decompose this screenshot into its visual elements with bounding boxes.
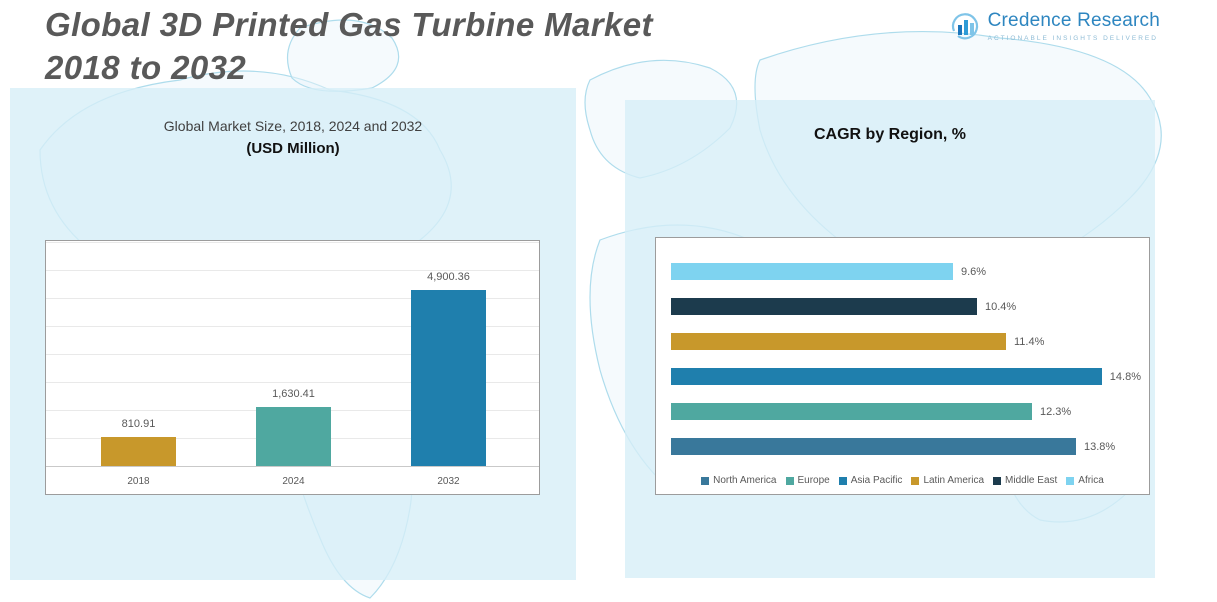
market-size-plot-area: 810.91 1,630.41 4,900.36 [46, 241, 539, 467]
legend-item-north-america: North America [701, 475, 777, 486]
cagr-chart-title: CAGR by Region, % [813, 126, 966, 143]
cagr-value-europe: 12.3% [1040, 405, 1072, 418]
cagr-value-middle-east: 10.4% [985, 300, 1017, 313]
legend-swatch-africa [1066, 476, 1075, 485]
cagr-row-africa: 9.6% [671, 254, 1141, 289]
cagr-bar-africa [671, 263, 953, 280]
x-axis-label-2018: 2018 [127, 476, 150, 487]
legend-swatch-latin-america [911, 476, 920, 485]
cagr-bar-asia-pacific [671, 368, 1102, 385]
credence-research-logo: Credence Research Actionable Insights De… [949, 10, 1160, 42]
market-size-chart-title: Global Market Size, 2018, 2024 and 2032 … [10, 118, 576, 157]
x-axis-label-2024: 2024 [282, 476, 305, 487]
logo-name: Credence Research [987, 10, 1160, 31]
cagr-row-latin-america: 11.4% [671, 324, 1141, 359]
cagr-value-asia-pacific: 14.8% [1109, 370, 1141, 383]
cagr-bars: 9.6% 10.4% 11.4% 14.8% 12.3% [671, 254, 1141, 464]
logo-tagline: Actionable Insights Delivered [987, 35, 1158, 42]
market-size-panel: Global Market Size, 2018, 2024 and 2032 … [10, 88, 576, 580]
legend-label-africa: Africa [1078, 475, 1104, 486]
bar-2018 [101, 437, 176, 466]
bar-chart-logo-icon [951, 13, 978, 40]
bar-2024 [256, 407, 331, 466]
x-axis-label-2032: 2032 [437, 476, 460, 487]
legend-item-latin-america: Latin America [911, 475, 984, 486]
cagr-row-asia-pacific: 14.8% [671, 359, 1141, 394]
bar-value-2032: 4,900.36 [427, 271, 470, 283]
bar-2032 [411, 290, 486, 466]
legend-item-middle-east: Middle East [993, 475, 1057, 486]
page-title: Global 3D Printed Gas Turbine Market 201… [45, 4, 653, 90]
bar-value-2018: 810.91 [121, 418, 156, 430]
cagr-row-north-america: 13.8% [671, 429, 1141, 464]
bar-value-2024: 1,630.41 [272, 388, 315, 400]
legend-swatch-north-america [701, 476, 710, 485]
page-title-line2: 2018 to 2032 [45, 48, 247, 86]
legend-label-north-america: North America [713, 475, 777, 486]
cagr-row-europe: 12.3% [671, 394, 1141, 429]
legend-swatch-middle-east [993, 476, 1002, 485]
legend-label-latin-america: Latin America [923, 475, 985, 486]
cagr-value-latin-america: 11.4% [1014, 335, 1045, 348]
legend-swatch-asia-pacific [838, 476, 847, 485]
cagr-value-africa: 9.6% [961, 265, 987, 278]
legend-item-europe: Europe [785, 475, 830, 486]
legend-label-middle-east: Middle East [1005, 475, 1058, 486]
cagr-legend: North America Europe Asia Pacific Latin … [656, 475, 1149, 486]
cagr-bar-north-america [671, 438, 1076, 455]
cagr-panel: CAGR by Region, % 9.6% 10.4% 11.4% 14.8% [625, 100, 1155, 578]
cagr-chart: 9.6% 10.4% 11.4% 14.8% 12.3% [655, 237, 1150, 495]
cagr-bar-europe [671, 403, 1032, 420]
cagr-row-middle-east: 10.4% [671, 289, 1141, 324]
cagr-bar-latin-america [671, 333, 1006, 350]
cagr-bar-middle-east [671, 298, 977, 315]
market-size-title-line2: (USD Million) [246, 140, 340, 157]
logo-text: Credence Research Actionable Insights De… [988, 10, 1160, 42]
cagr-value-north-america: 13.8% [1084, 440, 1116, 453]
legend-label-europe: Europe [797, 475, 830, 486]
legend-item-asia-pacific: Asia Pacific [838, 475, 903, 486]
market-size-chart: 810.91 1,630.41 4,900.36 2018 2024 2032 [45, 240, 540, 495]
market-size-title-line1: Global Market Size, 2018, 2024 and 2032 [163, 118, 423, 134]
legend-swatch-europe [785, 476, 794, 485]
legend-item-africa: Africa [1066, 475, 1104, 486]
legend-label-asia-pacific: Asia Pacific [850, 475, 903, 486]
page-title-line1: Global 3D Printed Gas Turbine Market [45, 6, 653, 43]
